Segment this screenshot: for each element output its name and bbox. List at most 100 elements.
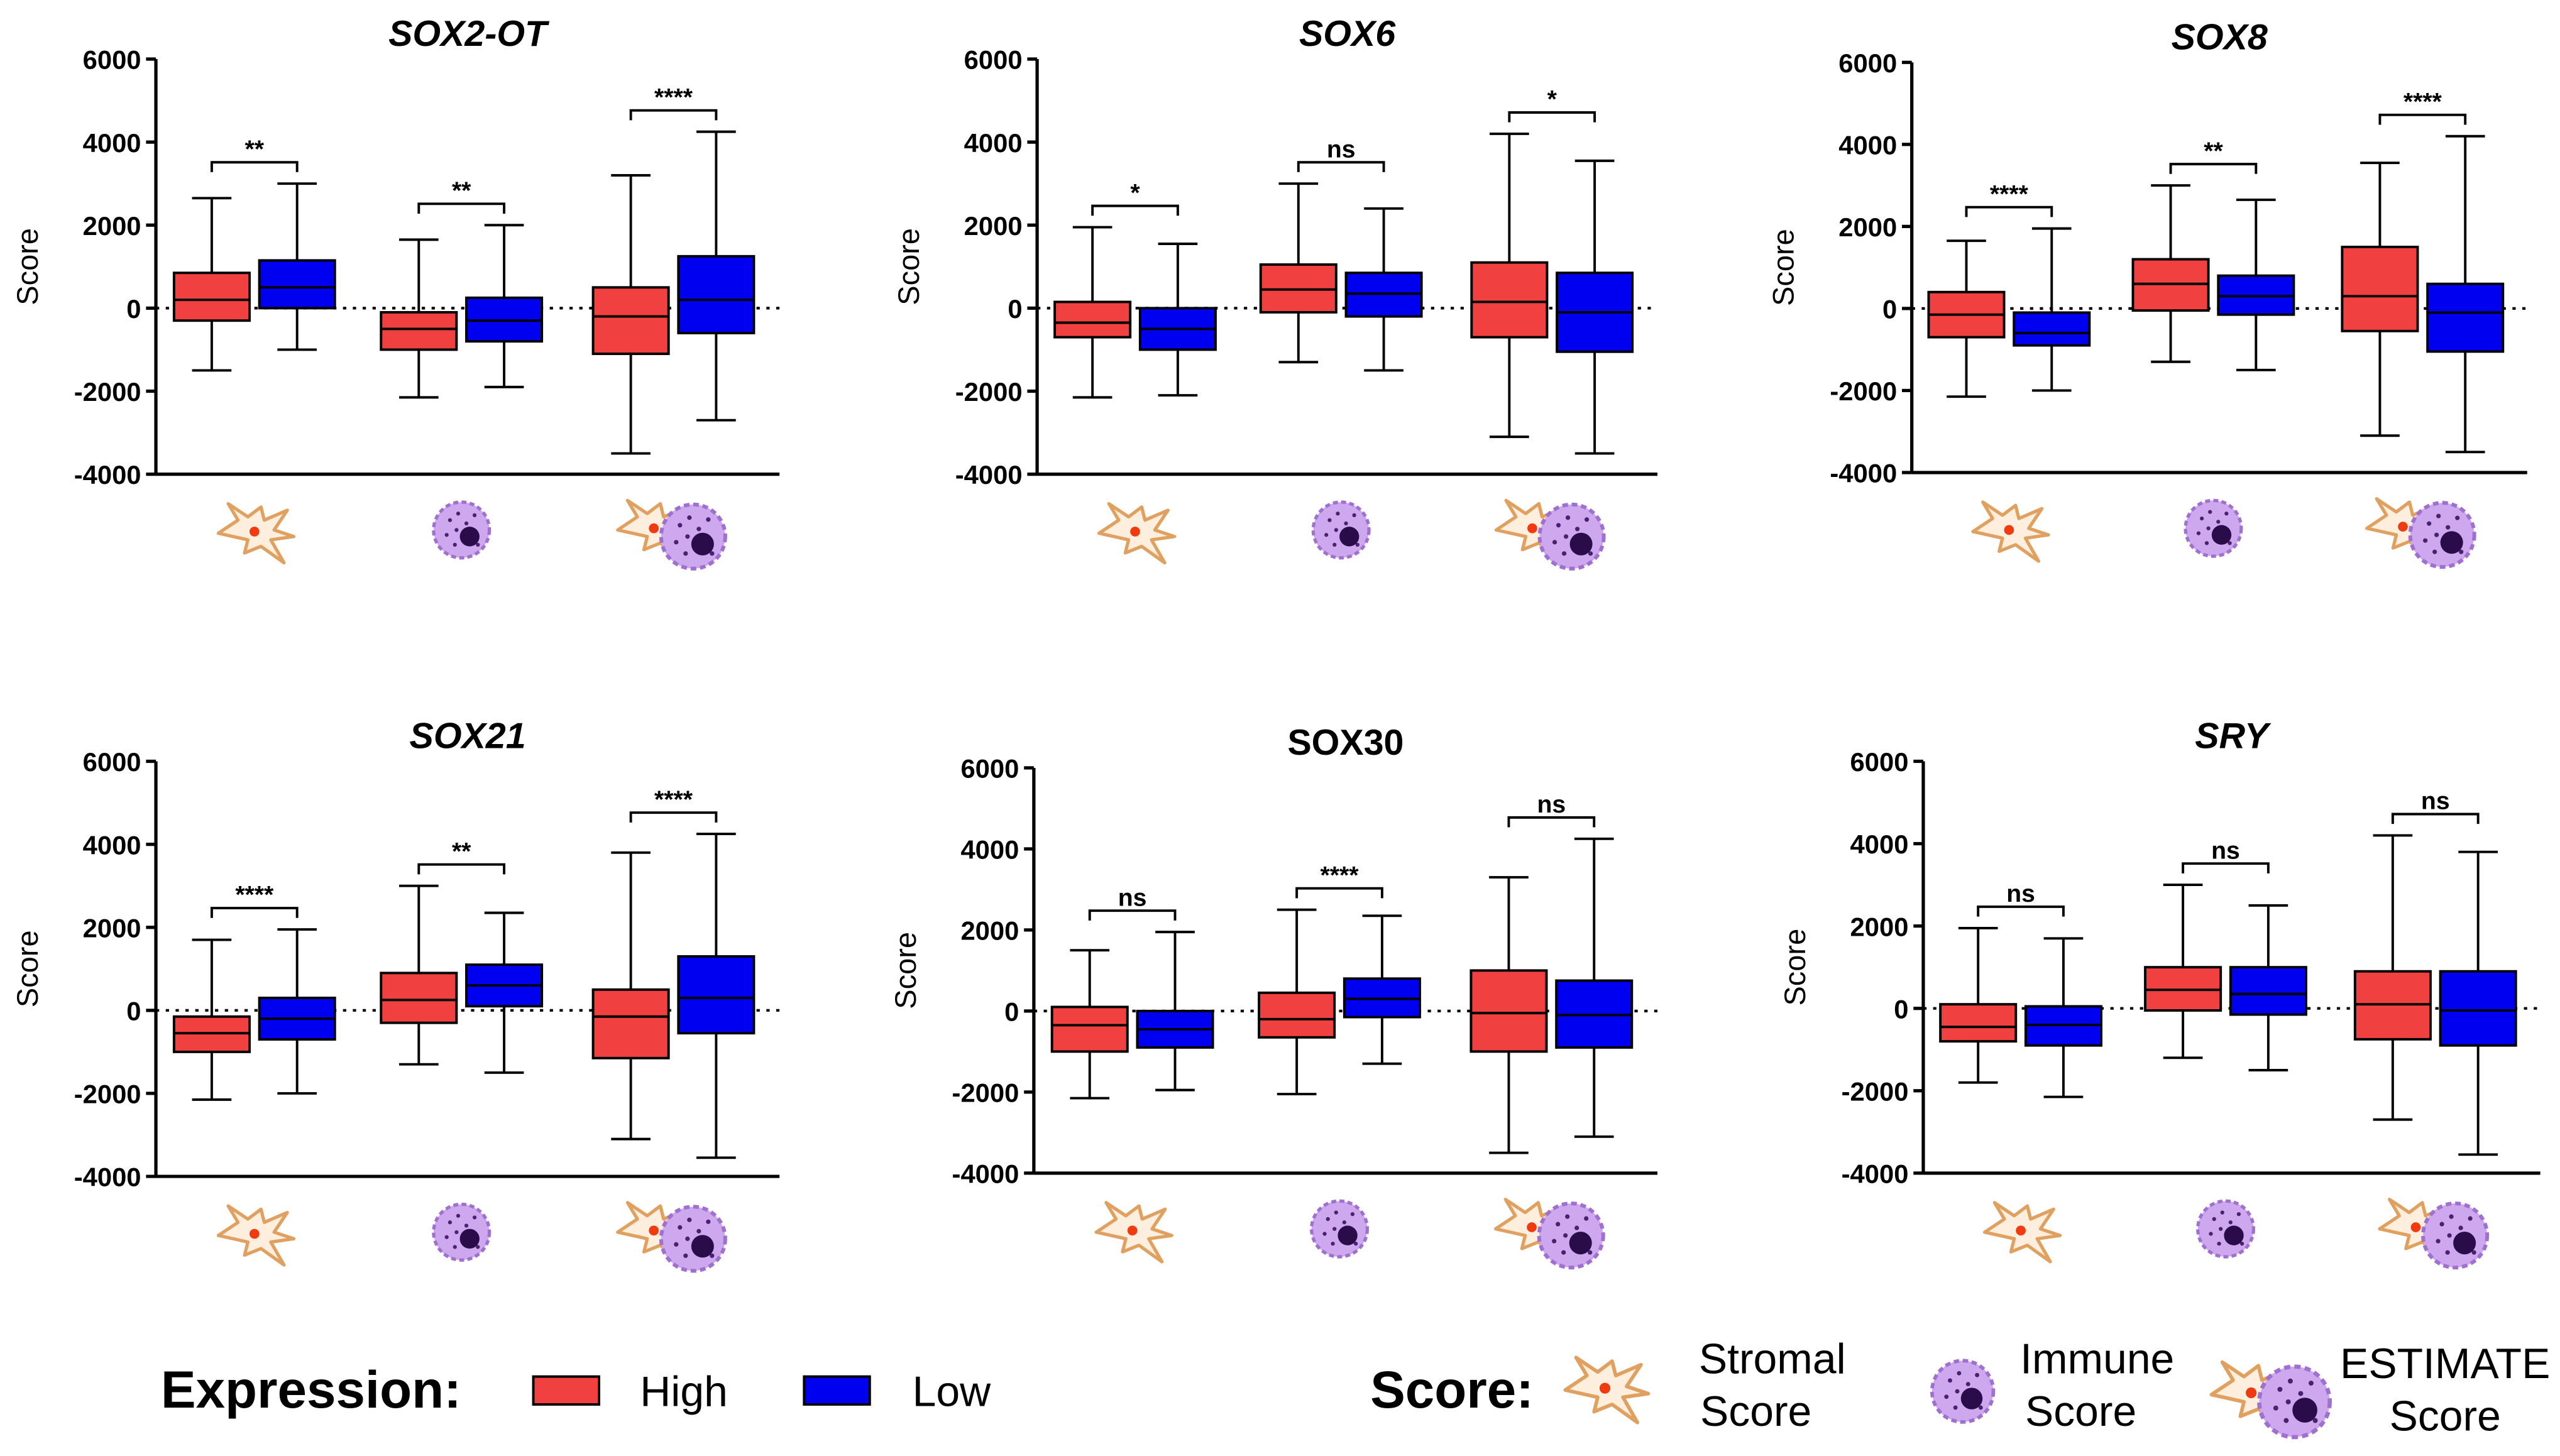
y-tick-label: 2000: [964, 211, 1023, 241]
significance-label: ns: [1537, 791, 1566, 818]
legend-icon: [1565, 1357, 1648, 1422]
y-tick-label: -4000: [74, 460, 141, 490]
y-axis-label: Score: [11, 228, 44, 305]
y-tick-label: 2000: [83, 913, 141, 943]
chart-title: SOX2-OT: [388, 14, 550, 54]
category-icon: [2380, 1200, 2487, 1267]
chart-title: SOX30: [1287, 723, 1404, 763]
legend-swatch: [803, 1375, 871, 1406]
significance-label: ns: [2211, 837, 2240, 864]
y-tick-label: 4000: [1850, 829, 1909, 859]
legend: Expression: High Low Score: Stromal Score…: [161, 1335, 2551, 1440]
y-tick-label: -2000: [952, 1078, 1019, 1108]
box: [380, 972, 458, 1024]
box: [1053, 300, 1132, 339]
legend-label: Stromal Score: [1699, 1335, 1846, 1435]
y-tick-label: 6000: [960, 754, 1019, 784]
y-tick-label: 2000: [1838, 212, 1897, 242]
y-tick-label: 6000: [964, 45, 1023, 75]
y-tick-label: 2000: [1850, 912, 1909, 941]
box: [172, 271, 251, 322]
significance-label: *: [1130, 180, 1140, 207]
chart-title: SRY: [2195, 716, 2272, 757]
significance-bracket: [1295, 887, 1383, 899]
category-icon: [1496, 1200, 1603, 1267]
y-tick-label: 4000: [960, 835, 1019, 865]
category-icon: [434, 1204, 490, 1260]
significance-bracket: [210, 907, 299, 918]
significance-label: **: [452, 838, 471, 865]
y-tick-label: 0: [1004, 997, 1019, 1027]
y-tick-label: -4000: [1842, 1159, 1909, 1189]
legend-title: Score:: [1370, 1360, 1534, 1419]
y-axis-label: Score: [892, 228, 925, 305]
legend-label: Low: [913, 1369, 991, 1416]
chart: SOX8Score-4000-20000200040006000********…: [1767, 17, 2527, 567]
y-tick-label: 2000: [960, 916, 1019, 946]
y-tick-label: 4000: [83, 830, 141, 860]
significance-bracket: [2182, 862, 2270, 873]
box: [258, 259, 336, 310]
y-tick-label: 6000: [1838, 48, 1897, 78]
y-tick-label: -2000: [74, 1080, 141, 1109]
y-tick-label: 6000: [1850, 747, 1909, 777]
box: [2341, 246, 2419, 332]
significance-bracket: [629, 811, 718, 823]
category-icon: [1099, 504, 1175, 563]
chart: SOX6 Score -4000 -2000 0 2000 4000 6000 * ns *: [892, 14, 1658, 569]
significance-label: ****: [235, 882, 274, 909]
significance-bracket: [2378, 113, 2467, 125]
significance-bracket: [210, 161, 299, 172]
category-icon: [618, 500, 725, 568]
y-tick-label: 0: [1894, 994, 1908, 1024]
significance-bracket: [1297, 161, 1385, 172]
category-icon: [1985, 1203, 2060, 1262]
y-tick-label: -2000: [1842, 1076, 1909, 1106]
category-icon: [434, 502, 490, 558]
legend-icon: [2211, 1362, 2329, 1437]
y-tick-label: 0: [126, 294, 141, 324]
significance-bracket: [629, 109, 718, 121]
y-tick-label: -2000: [1830, 376, 1897, 406]
box: [1050, 1005, 1129, 1053]
chart: SOX2-OTScore-4000-20000200040006000*****…: [11, 14, 780, 569]
significance-label: ns: [1327, 136, 1356, 163]
box: [2013, 311, 2091, 347]
box: [380, 311, 458, 351]
y-tick-label: 0: [126, 997, 141, 1026]
significance-bracket: [417, 202, 506, 214]
box: [1258, 991, 1336, 1039]
chart: SRY Score -4000 -2000 0 2000 4000 6000 ns ns ns: [1778, 716, 2541, 1267]
significance-label: **: [452, 177, 471, 204]
category-icon: [1313, 502, 1369, 558]
legend-label: ESTIMATE Score: [2340, 1340, 2550, 1440]
y-tick-label: 4000: [1838, 130, 1897, 160]
category-icon: [1312, 1201, 1368, 1257]
box: [677, 955, 755, 1035]
box: [677, 255, 755, 334]
category-icon: [2198, 1201, 2254, 1257]
significance-bracket: [1507, 816, 1596, 828]
box: [591, 988, 670, 1059]
box: [2229, 966, 2307, 1016]
y-tick-label: 6000: [83, 45, 141, 75]
box: [1939, 1003, 2018, 1043]
chart-title: SOX21: [410, 716, 526, 757]
category-icon: [1973, 502, 2048, 561]
legend-label: Immune Score: [2020, 1335, 2174, 1435]
significance-label: ns: [2421, 788, 2450, 815]
legend-icon: [1932, 1360, 1994, 1422]
y-tick-label: 4000: [964, 128, 1023, 158]
y-tick-label: 4000: [83, 128, 141, 158]
significance-label: **: [245, 136, 265, 163]
y-axis-label: Score: [11, 930, 44, 1007]
significance-label: *: [1547, 86, 1557, 113]
y-tick-label: -4000: [74, 1163, 141, 1192]
category-icon: [1096, 1203, 1172, 1262]
chart: SOX30 Score -4000 -2000 0 2000 4000 6000 ns **** n…: [889, 723, 1658, 1267]
category-icon: [1496, 500, 1603, 568]
chart-title: SOX8: [2172, 17, 2268, 57]
significance-label: ns: [1118, 884, 1147, 911]
